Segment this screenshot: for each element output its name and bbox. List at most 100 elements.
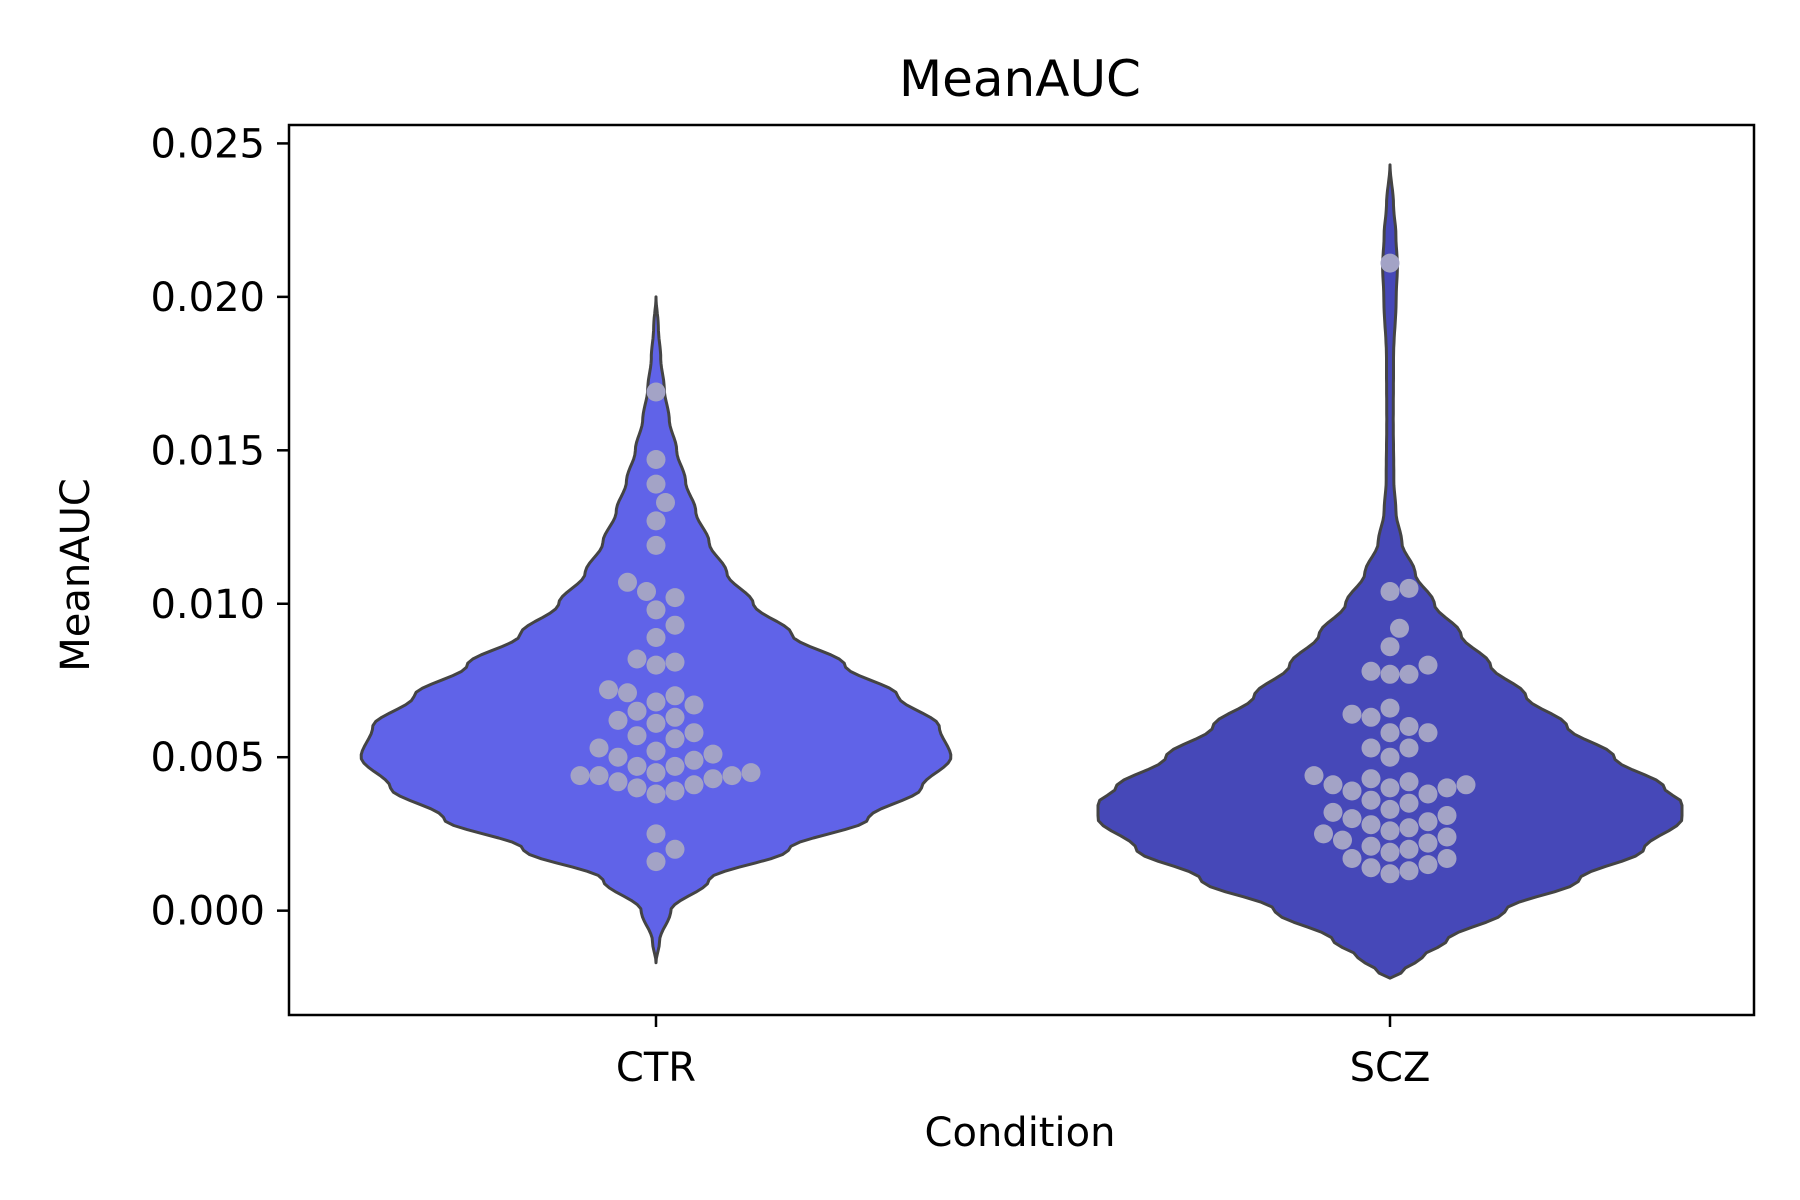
data-point-scz <box>1361 738 1381 758</box>
data-point-scz <box>1399 818 1419 838</box>
data-point-ctr <box>589 738 609 758</box>
data-point-ctr <box>646 655 666 675</box>
data-point-ctr <box>637 582 656 601</box>
chart-title: MeanAUC <box>899 50 1141 108</box>
data-point-scz <box>1380 842 1400 862</box>
data-point-ctr <box>646 824 666 844</box>
data-point-ctr <box>570 766 590 786</box>
data-point-ctr <box>703 769 723 789</box>
data-point-scz <box>1380 253 1400 273</box>
data-point-scz <box>1399 578 1419 598</box>
data-point-scz <box>1380 698 1400 718</box>
data-point-scz <box>1361 858 1381 878</box>
data-point-scz <box>1342 781 1362 801</box>
data-point-ctr <box>665 756 685 776</box>
violin-scz <box>1096 163 1684 980</box>
data-point-ctr <box>703 744 723 764</box>
data-point-ctr <box>722 766 742 786</box>
data-point-ctr <box>665 839 685 859</box>
data-point-ctr <box>646 692 666 712</box>
data-point-scz <box>1399 738 1419 758</box>
data-point-scz <box>1361 815 1381 835</box>
data-point-ctr <box>627 778 647 798</box>
data-point-scz <box>1380 582 1400 601</box>
data-point-scz <box>1342 809 1362 829</box>
data-point-scz <box>1399 664 1419 684</box>
data-point-ctr <box>646 474 666 494</box>
data-point-scz <box>1380 637 1400 657</box>
y-tick-label: 0.015 <box>150 428 265 474</box>
data-point-ctr <box>646 382 666 402</box>
data-point-scz <box>1399 839 1419 859</box>
data-point-ctr <box>608 710 628 730</box>
data-point-ctr <box>684 723 704 743</box>
data-point-ctr <box>589 766 609 786</box>
data-point-scz <box>1323 802 1343 822</box>
data-point-scz <box>1456 775 1476 795</box>
data-point-ctr <box>665 588 685 608</box>
y-axis-label: MeanAUC <box>53 478 99 672</box>
data-point-scz <box>1390 618 1409 638</box>
y-tick-label: 0.025 <box>150 121 265 167</box>
data-point-ctr <box>627 649 647 669</box>
data-point-scz <box>1304 766 1324 786</box>
x-axis: CTR SCZ <box>616 1015 1430 1091</box>
data-point-scz <box>1361 661 1381 681</box>
data-point-ctr <box>599 680 618 700</box>
data-point-ctr <box>665 781 685 801</box>
data-point-scz <box>1418 723 1438 743</box>
data-point-ctr <box>646 600 666 620</box>
data-point-ctr <box>665 615 685 635</box>
data-point-scz <box>1380 864 1400 884</box>
data-point-ctr <box>646 763 666 783</box>
points-layer <box>570 253 1476 884</box>
data-point-scz <box>1380 664 1400 684</box>
y-tick-label: 0.005 <box>150 735 265 781</box>
data-point-ctr <box>608 772 628 792</box>
data-point-scz <box>1399 772 1419 792</box>
data-point-scz <box>1399 793 1419 813</box>
data-point-scz <box>1418 833 1438 853</box>
data-point-ctr <box>741 763 761 783</box>
data-point-scz <box>1437 827 1457 847</box>
data-point-ctr <box>646 741 666 761</box>
data-point-ctr <box>618 572 637 592</box>
x-tick-label-scz: SCZ <box>1350 1045 1431 1091</box>
data-point-scz <box>1333 830 1352 850</box>
x-tick-label-ctr: CTR <box>616 1045 696 1091</box>
data-point-scz <box>1437 778 1457 798</box>
data-point-ctr <box>646 450 666 469</box>
data-point-scz <box>1399 861 1419 881</box>
data-point-scz <box>1361 707 1381 727</box>
data-point-scz <box>1418 855 1438 875</box>
data-point-scz <box>1361 790 1381 810</box>
data-point-scz <box>1361 769 1381 789</box>
data-point-scz <box>1437 849 1457 868</box>
data-point-ctr <box>684 750 704 770</box>
data-point-ctr <box>665 686 685 706</box>
data-point-scz <box>1399 717 1419 736</box>
x-axis-label: Condition <box>925 1110 1116 1156</box>
data-point-ctr <box>618 683 637 703</box>
data-point-ctr <box>608 747 628 767</box>
data-point-ctr <box>665 652 685 672</box>
y-tick-label: 0.000 <box>150 889 265 935</box>
data-point-ctr <box>665 729 685 749</box>
data-point-ctr <box>627 756 647 776</box>
data-point-ctr <box>646 713 666 733</box>
data-point-ctr <box>665 707 685 727</box>
data-point-ctr <box>627 726 647 746</box>
data-point-ctr <box>646 784 666 804</box>
data-point-ctr <box>656 493 675 512</box>
data-point-scz <box>1418 655 1438 675</box>
data-point-scz <box>1361 836 1381 856</box>
data-point-ctr <box>646 628 666 647</box>
plot-frame <box>287 123 1756 1017</box>
data-point-scz <box>1314 824 1333 844</box>
data-point-scz <box>1342 704 1362 724</box>
data-point-ctr <box>646 535 666 555</box>
data-point-scz <box>1418 784 1438 804</box>
data-point-ctr <box>646 511 666 531</box>
